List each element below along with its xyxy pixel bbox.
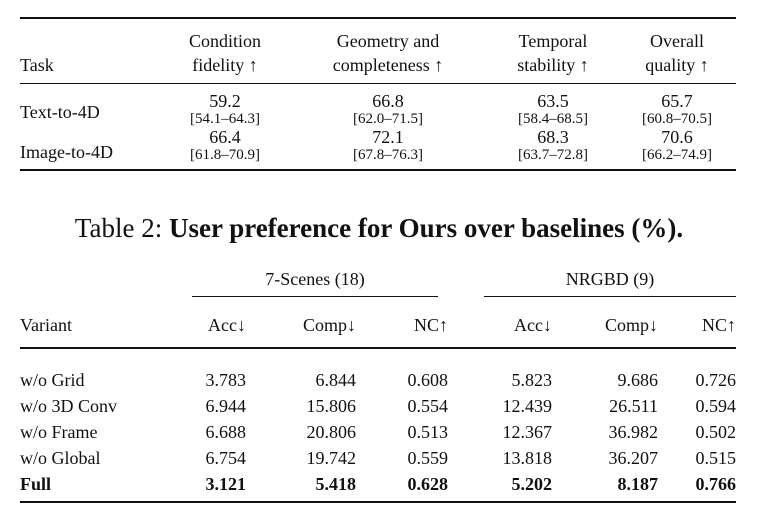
table2-cell: 3.783	[205, 370, 247, 390]
table2-cell: 12.367	[502, 422, 553, 442]
variant-cell: w/o 3D Conv	[20, 396, 118, 416]
table2-row: w/o Frame 6.688 20.806 0.513 12.367 36.9…	[20, 419, 736, 445]
table2-cell: 26.511	[609, 396, 658, 416]
table2-cell: 3.121	[170, 471, 246, 503]
header-acc-7scenes: Acc↓	[170, 297, 246, 349]
table2-cell: 0.726	[695, 370, 737, 390]
group-header-7scenes: 7-Scenes (18)	[170, 268, 448, 297]
table2-cell: 5.823	[511, 370, 553, 390]
table1-cell: 68.3 [63.7–72.8]	[488, 127, 618, 171]
table2-cell: 13.818	[502, 448, 553, 468]
header-acc-nrgbd: Acc↓	[448, 297, 552, 349]
table2-cell: 20.806	[306, 422, 357, 442]
table1-row: Text-to-4D 59.2 [54.1–64.3] 66.8 [62.0–71.…	[20, 84, 736, 127]
ablation-table: 7-Scenes (18) NRGBD (9) Variant Acc↓ Com…	[20, 268, 736, 503]
table2-row: w/o 3D Conv 6.944 15.806 0.554 12.439 26…	[20, 393, 736, 419]
variant-cell: w/o Grid	[20, 370, 85, 390]
table2-cell: 0.766	[658, 471, 736, 503]
variant-cell: Full	[20, 471, 170, 503]
table2-header-row: Variant Acc↓ Comp↓ NC↑ Acc↓ Comp↓ NC↑	[20, 297, 736, 349]
header-comp-nrgbd: Comp↓	[552, 297, 658, 349]
table2-cell: 0.559	[407, 448, 449, 468]
table2-cell: 36.207	[608, 448, 659, 468]
table1-header-task: Task	[20, 17, 162, 84]
header-nc-nrgbd: NC↑	[658, 297, 736, 349]
table2-cell: 0.628	[356, 471, 448, 503]
table1-cell: 70.6 [66.2–74.9]	[618, 127, 736, 171]
header-variant: Variant	[20, 297, 170, 349]
table1-cell: 72.1 [67.8–76.3]	[288, 127, 488, 171]
table2-cell: 0.594	[695, 396, 737, 416]
table-caption: Table 2: User preference for Ours over b…	[0, 212, 758, 244]
table1-header-row: Task Condition fidelity ↑ Geometry and c…	[20, 17, 736, 84]
user-preference-table: Task Condition fidelity ↑ Geometry and c…	[20, 17, 736, 171]
table2-cell: 6.944	[205, 396, 247, 416]
table2-row: w/o Global 6.754 19.742 0.559 13.818 36.…	[20, 445, 736, 471]
table2-cell: 6.844	[315, 370, 357, 390]
table2-cell: 0.502	[695, 422, 737, 442]
table2-cell: 15.806	[306, 396, 357, 416]
table1-header-temporal: Temporal stability ↑	[488, 17, 618, 84]
table2-row-full: Full 3.121 5.418 0.628 5.202 8.187 0.766	[20, 471, 736, 503]
table2-row: w/o Grid 3.783 6.844 0.608 5.823 9.686 0…	[20, 361, 736, 393]
table2-cell: 0.515	[695, 448, 737, 468]
table1-cell: 63.5 [58.4–68.5]	[518, 91, 588, 127]
table2-cell: 12.439	[502, 396, 553, 416]
variant-cell: w/o Global	[20, 448, 101, 468]
table2-group-row: 7-Scenes (18) NRGBD (9)	[20, 268, 736, 297]
caption-prefix: Table 2:	[74, 213, 169, 243]
table1-row: Image-to-4D 66.4 [61.8–70.9] 72.1 [67.8–76…	[20, 127, 736, 171]
table2-cell: 19.742	[306, 448, 357, 468]
table1-cell: 65.7 [60.8–70.5]	[642, 91, 712, 127]
table1-task-cell: Image-to-4D	[20, 127, 162, 171]
table1-cell: 66.8 [62.0–71.5]	[353, 91, 423, 127]
table2-cell: 6.688	[205, 422, 247, 442]
table2-cell: 0.554	[407, 396, 449, 416]
table2-cell: 0.608	[407, 370, 449, 390]
table2-cell: 8.187	[552, 471, 658, 503]
table1-task-cell: Text-to-4D	[20, 102, 100, 122]
group-header-nrgbd: NRGBD (9)	[448, 268, 736, 297]
variant-cell: w/o Frame	[20, 422, 98, 442]
table1-header-geometry: Geometry and completeness ↑	[288, 17, 488, 84]
table2-cell: 9.686	[617, 370, 659, 390]
table2-cell: 36.982	[608, 422, 659, 442]
header-nc-7scenes: NC↑	[356, 297, 448, 349]
table1-cell: 66.4 [61.8–70.9]	[162, 127, 288, 171]
table2-cell: 5.202	[448, 471, 552, 503]
table1-header-condition-fidelity: Condition fidelity ↑	[162, 17, 288, 84]
table2-cell: 0.513	[407, 422, 449, 442]
table1-cell: 59.2 [54.1–64.3]	[190, 91, 260, 127]
caption-title: User preference for Ours over baselines …	[168, 213, 684, 243]
table2-cell: 5.418	[246, 471, 356, 503]
table1-header-overall: Overall quality ↑	[618, 17, 736, 84]
table2-cell: 6.754	[205, 448, 247, 468]
header-comp-7scenes: Comp↓	[246, 297, 356, 349]
